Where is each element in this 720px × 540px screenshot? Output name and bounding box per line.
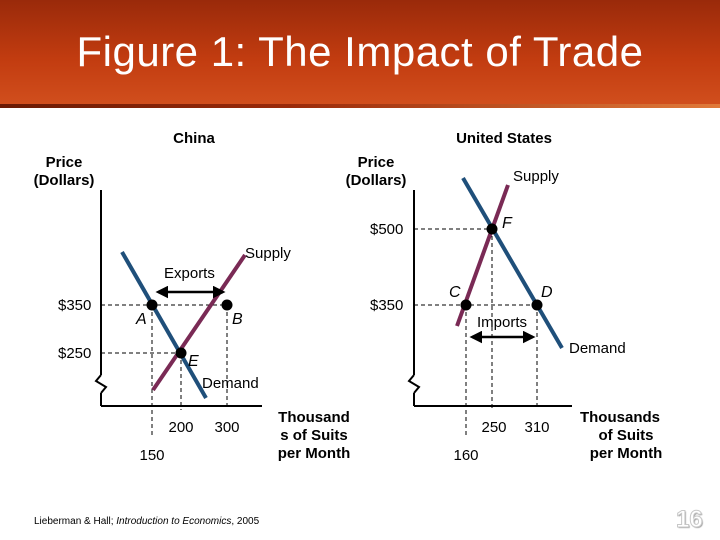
china-point-a-label: A [135, 311, 147, 328]
exports-label: Exports [164, 265, 215, 282]
china-tick-150: 150 [139, 447, 164, 464]
us-point-f [486, 223, 498, 235]
us-axis-break [407, 374, 421, 394]
us-x-label-2: of Suits [599, 427, 654, 444]
citation-footer: Lieberman & Hall; Introduction to Econom… [34, 516, 259, 527]
us-point-f-label: F [502, 215, 513, 232]
china-demand-curve [120, 251, 208, 399]
imports-label: Imports [477, 314, 527, 331]
us-tick-310: 310 [524, 419, 549, 436]
us-supply-label: Supply [513, 168, 559, 185]
china-point-a [146, 299, 158, 311]
us-tick-160: 160 [453, 447, 478, 464]
us-x-label-1: Thousands [580, 409, 660, 426]
footer-year: , 2005 [231, 516, 260, 527]
china-axis-break [94, 374, 108, 394]
china-point-b [221, 299, 233, 311]
china-supply-label: Supply [245, 245, 291, 262]
us-price-500: $500 [370, 221, 403, 238]
china-point-e-label: E [188, 353, 199, 370]
china-y-label-1: Price [46, 154, 83, 171]
china-point-e [175, 347, 187, 359]
china-heading: China [173, 130, 215, 147]
title-bar [0, 0, 720, 108]
us-x-label-3: per Month [590, 445, 663, 462]
china-x-label-1: Thousand [278, 409, 350, 426]
us-point-d-label: D [541, 284, 553, 301]
us-y-label-1: Price [358, 154, 395, 171]
us-point-c-label: C [449, 284, 461, 301]
us-point-d [531, 299, 543, 311]
slide-title: Figure 1: The Impact of Trade [76, 28, 644, 75]
us-tick-250: 250 [481, 419, 506, 436]
china-x-label-2: s of Suits [280, 427, 348, 444]
us-point-c [460, 299, 472, 311]
footer-authors: Lieberman & Hall; [34, 516, 117, 527]
us-heading: United States [456, 130, 552, 147]
china-x-label-3: per Month [278, 445, 351, 462]
us-demand-label: Demand [569, 340, 626, 357]
china-price-350: $350 [58, 297, 91, 314]
us-demand-curve [461, 176, 564, 350]
china-demand-label: Demand [202, 375, 259, 392]
footer-book: Introduction to Economics [116, 516, 232, 527]
us-price-350: $350 [370, 297, 403, 314]
china-tick-300: 300 [214, 419, 239, 436]
china-y-label-2: (Dollars) [34, 172, 95, 189]
china-tick-200: 200 [168, 419, 193, 436]
page-number: 16 [676, 506, 704, 534]
us-y-label-2: (Dollars) [346, 172, 407, 189]
china-price-250: $250 [58, 345, 91, 362]
china-point-b-label: B [232, 311, 243, 328]
china-supply-curve [151, 253, 247, 392]
